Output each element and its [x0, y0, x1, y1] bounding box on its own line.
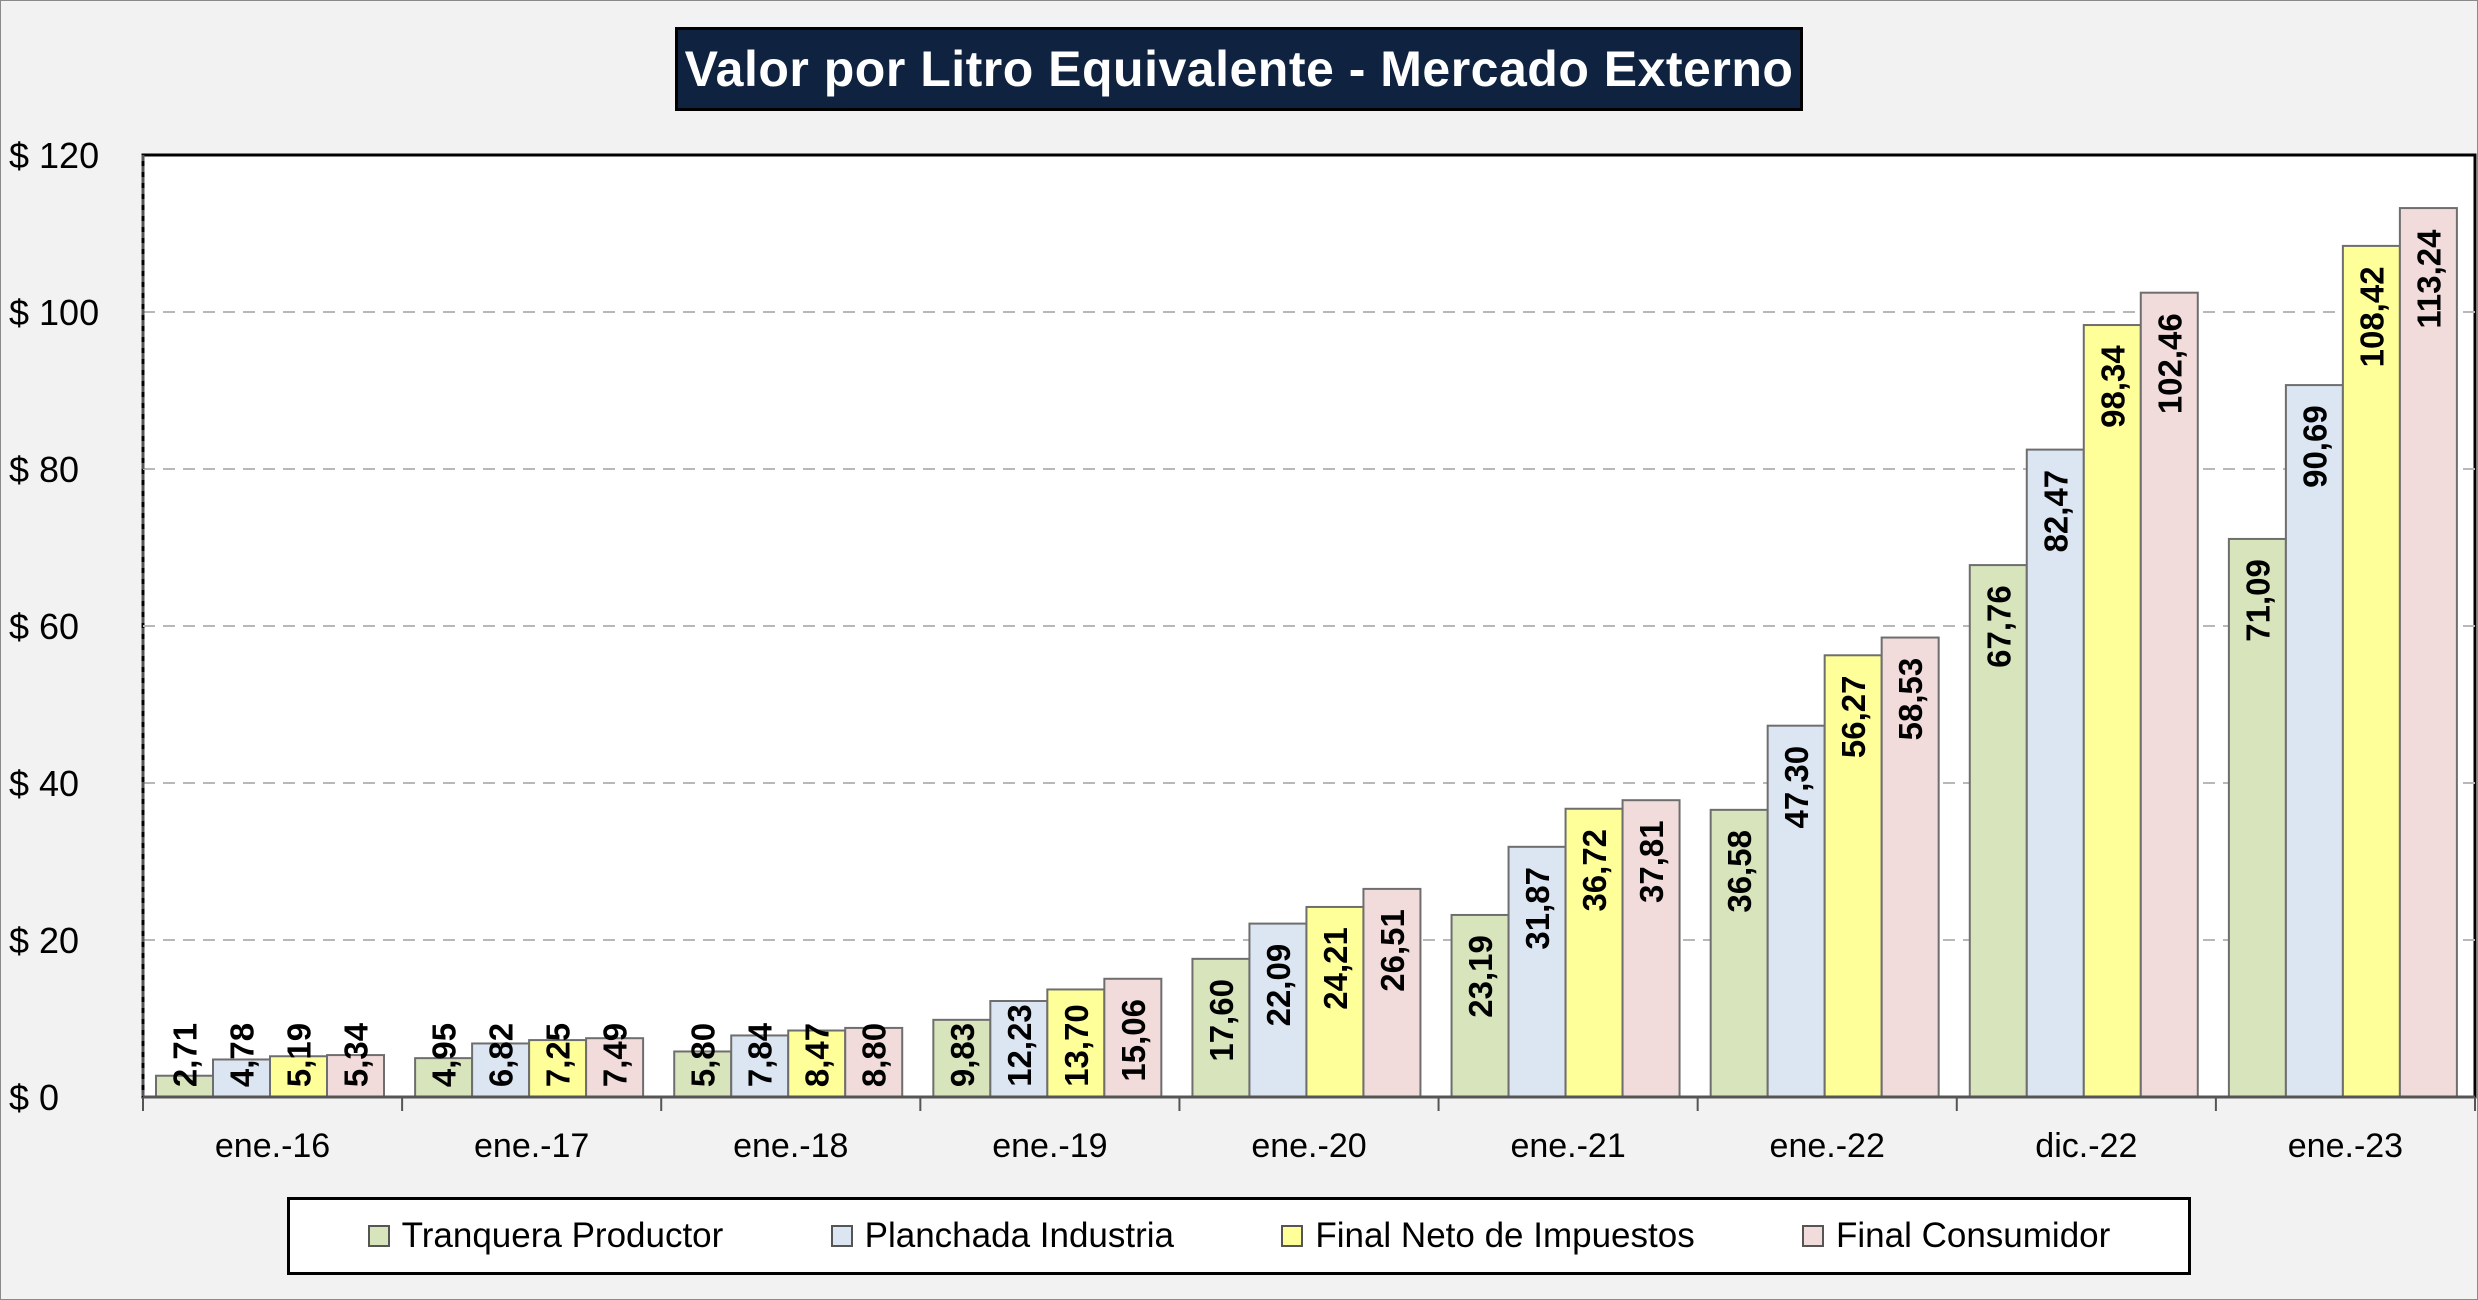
bar-data-label: 67,76: [1980, 585, 2017, 668]
bar-data-label: 6,82: [483, 1023, 520, 1087]
x-tick-label: ene.-20: [1251, 1127, 1366, 1165]
legend-label: Tranquera Productor: [401, 1216, 724, 1255]
y-tick-label: $ 60: [9, 606, 79, 647]
y-tick-label: $ 100: [9, 292, 99, 333]
bar: [989, 999, 1049, 1099]
bar: [1709, 808, 1769, 1098]
legend-label: Planchada Industria: [864, 1216, 1175, 1255]
bar-data-label: 4,95: [426, 1023, 463, 1087]
bar-data-label: 13,70: [1058, 1004, 1095, 1087]
bar-data-label: 8,47: [799, 1023, 836, 1087]
bar: [585, 1037, 645, 1098]
x-tick-label: ene.-19: [992, 1127, 1107, 1165]
x-tick-label: ene.-23: [2288, 1127, 2403, 1165]
bar-data-label: 5,19: [281, 1023, 318, 1087]
x-tick-label: dic.-22: [2035, 1127, 2137, 1165]
y-axis: $ 0 $ 20 $ 40 $ 60 $ 80 $ 100 $ 120: [9, 135, 145, 1118]
bar-data-label: 102,46: [2151, 313, 2188, 414]
bar: [1305, 905, 1365, 1098]
legend-swatch-tranquera-productor: [367, 1225, 390, 1247]
x-tick-label: ene.-22: [1770, 1127, 1885, 1165]
y-tick-label: $ 120: [9, 135, 99, 176]
chart-title: Valor por Litro Equivalente - Mercado Ex…: [684, 41, 1794, 97]
bar-data-label: 12,23: [1001, 1004, 1038, 1087]
bar: [1621, 799, 1681, 1099]
bar: [1362, 887, 1422, 1098]
bar-data-label: 7,84: [742, 1022, 779, 1087]
bar-data-label: 56,27: [1835, 675, 1872, 758]
bar: [2284, 384, 2344, 1098]
bar-data-label: 22,09: [1260, 944, 1297, 1027]
bar: [1103, 977, 1163, 1098]
bar-data-labels: 2,71 4,78 5,19 5,34 4,95 6,82 7,25 7,49 5,80 7,84…: [167, 229, 2448, 1087]
bar: [471, 1042, 531, 1099]
bar: [1450, 913, 1510, 1098]
bar: [1046, 988, 1106, 1099]
bar-data-label: 2,71: [167, 1023, 204, 1087]
x-tick-label: ene.-16: [215, 1127, 330, 1165]
x-tick-label: ene.-17: [474, 1127, 589, 1165]
bar: [2341, 244, 2401, 1098]
bar-data-label: 90,69: [2296, 405, 2333, 488]
legend-swatch-final-neto-de-impuestos: [1281, 1225, 1304, 1247]
bar: [1191, 957, 1251, 1099]
bar: [2398, 207, 2458, 1099]
y-tick-label: $ 40: [9, 763, 79, 804]
bar: [1248, 922, 1308, 1098]
bar-data-label: 108,42: [2353, 266, 2390, 367]
bar: [730, 1034, 790, 1099]
legend-item-planchada-industria: Planchada Industria: [830, 1216, 1175, 1256]
bar-data-label: 23,19: [1462, 935, 1499, 1018]
bar: [1880, 636, 1940, 1098]
x-tick-label: ene.-21: [1510, 1127, 1625, 1165]
bar-data-label: 8,80: [856, 1023, 893, 1087]
bar: [1766, 724, 1826, 1098]
legend-label: Final Consumidor: [1836, 1216, 2111, 1255]
bar-data-label: 82,47: [2037, 470, 2074, 553]
legend: Tranquera Productor Planchada Industria …: [287, 1197, 2191, 1275]
bar: [844, 1026, 904, 1099]
y-tick-label: $ 80: [9, 449, 79, 490]
legend-swatch-planchada-industria: [830, 1225, 853, 1247]
bar-data-label: 5,80: [685, 1023, 722, 1087]
x-tick-label: ene.-18: [733, 1127, 848, 1165]
bar-data-label: 31,87: [1519, 867, 1556, 950]
bar-data-label: 24,21: [1317, 927, 1354, 1010]
bar-data-label: 58,53: [1892, 658, 1929, 741]
legend-label: Final Neto de Impuestos: [1315, 1216, 1695, 1255]
legend-item-final-neto-de-impuestos: Final Neto de Impuestos: [1281, 1216, 1695, 1256]
bar-data-label: 98,34: [2094, 345, 2131, 428]
y-tick-label: $ 20: [9, 920, 79, 961]
bar-data-label: 4,78: [224, 1023, 261, 1087]
legend-item-tranquera-productor: Tranquera Productor: [367, 1216, 724, 1256]
bar-data-label: 17,60: [1203, 979, 1240, 1062]
bar-data-label: 36,58: [1721, 830, 1758, 913]
bar: [2082, 324, 2142, 1098]
bar-data-label: 7,49: [597, 1023, 634, 1087]
bar-data-label: 71,09: [2239, 559, 2276, 642]
y-tick-label: $ 0: [9, 1077, 59, 1118]
bar: [1823, 654, 1883, 1099]
bar: [1968, 564, 2028, 1098]
x-axis: ene.-16 ene.-17 ene.-18 ene.-19 ene.-20 ene.-…: [142, 1095, 2476, 1165]
bar-data-label: 15,06: [1115, 999, 1152, 1082]
chart-title-box: Valor por Litro Equivalente - Mercado Ex…: [675, 27, 1803, 111]
bar-data-label: 113,24: [2410, 229, 2447, 329]
bar: [326, 1054, 385, 1099]
legend-item-final-consumidor: Final Consumidor: [1802, 1216, 2110, 1256]
bar-data-label: 5,34: [338, 1022, 375, 1087]
bar-data-label: 7,25: [540, 1023, 577, 1087]
bar-data-label: 37,81: [1633, 820, 1670, 903]
bars: [155, 207, 2458, 1099]
bar-data-label: 47,30: [1778, 746, 1815, 829]
legend-swatch-final-consumidor: [1802, 1225, 1825, 1247]
bar-data-label: 36,72: [1576, 829, 1613, 912]
bar-data-label: 26,51: [1374, 909, 1411, 992]
bar-data-label: 9,83: [944, 1023, 981, 1087]
